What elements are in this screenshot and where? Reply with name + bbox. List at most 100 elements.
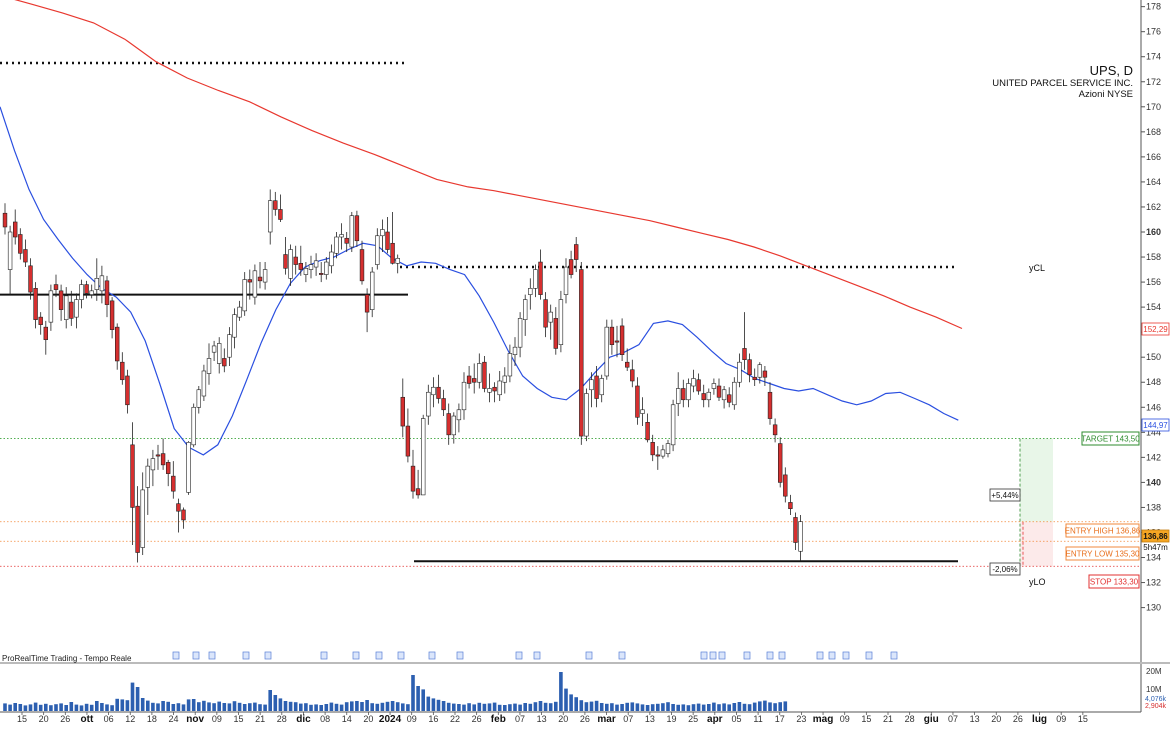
volume-bar [385,701,390,711]
volume-bar [237,702,242,711]
candle-body [369,271,375,310]
candle [589,372,594,408]
volume-bar [406,704,410,711]
date-tick-label: 26 [580,714,590,724]
candle [23,239,28,268]
candle-body [201,370,207,397]
candle [33,282,38,329]
candle-body [507,353,513,377]
candle [553,307,559,355]
candle [517,312,523,358]
candle [48,284,54,331]
candle [288,244,293,286]
candle [670,399,676,452]
candle-body [344,237,349,244]
candle [446,403,451,445]
volume-bar [161,701,165,711]
volume-bar [691,704,696,711]
candle-body [431,386,436,396]
candle [783,467,788,503]
candle-body [18,234,23,254]
candle [594,365,599,408]
candle [696,373,701,395]
candle [64,287,69,329]
candle [334,232,339,259]
candle-body [711,383,717,389]
candle-body [502,375,507,383]
volume-bar [197,702,201,711]
volume-bar [151,702,155,711]
candle [757,362,763,384]
candle-body [466,375,472,384]
candle [150,449,156,487]
candle-body [120,361,125,381]
candle-body [477,363,482,383]
candle-body [334,236,339,254]
event-icon [264,651,272,660]
candle-body [579,269,584,437]
candle [456,403,462,433]
volume-bar [100,703,104,711]
candle-body [196,389,201,408]
event-icon [842,651,850,660]
volume-axis-2904k: 2,904k [1145,703,1167,710]
candle [232,308,237,349]
target-label: TARGET 143,50 [1081,435,1140,444]
volume-bar [538,701,543,711]
sma20-value: 144,97 [1143,421,1168,430]
price-tick-label: 170 [1146,102,1161,112]
volume-bar [380,702,385,711]
price-tick-label: 140 [1146,477,1161,487]
event-icon [375,651,383,660]
volume-bar [615,704,619,711]
volume-bar [232,701,237,711]
candle-body [614,340,620,343]
date-tick-label: nov [186,714,204,725]
last-price-value: 136,86 [1143,532,1168,541]
candle-body [308,264,314,270]
candle [742,312,747,370]
ylo-label: yLO [1029,577,1046,587]
candle [344,232,349,253]
volume-bar [13,703,17,711]
candle [115,323,120,370]
candle-body [497,380,502,396]
candle [38,312,43,335]
candle-body [191,406,196,446]
candle [125,369,130,414]
volume-bar [166,701,170,711]
candle-body [13,221,18,238]
date-tick-label: 23 [796,714,806,724]
candle [318,262,324,283]
volume-bar [125,700,130,711]
candle-body [410,465,416,492]
candle [369,267,375,318]
candle-body [28,265,33,293]
event-icon [585,651,593,660]
date-tick-label: 13 [645,714,655,724]
candle [278,194,283,222]
candle-body [262,269,268,283]
candle-body [74,299,79,318]
event-icon [865,651,873,660]
volume-bar [727,704,731,711]
candle [354,210,360,248]
event-icon [743,651,751,660]
candle [691,369,696,393]
volume-bar [773,703,777,711]
price-tick-label: 148 [1146,377,1161,387]
candle-body [94,278,100,290]
date-tick-label: 22 [450,714,460,724]
target-box [1081,431,1140,446]
candle [426,384,431,425]
candle [28,258,33,300]
candle [558,290,564,353]
candle-body [2,212,8,228]
volume-bar [671,704,675,711]
date-tick-label: 15 [233,714,243,724]
candle [737,353,742,388]
candle-body [691,378,696,387]
event-icon [172,651,180,660]
candle [563,258,569,304]
volume-bar [467,703,471,711]
